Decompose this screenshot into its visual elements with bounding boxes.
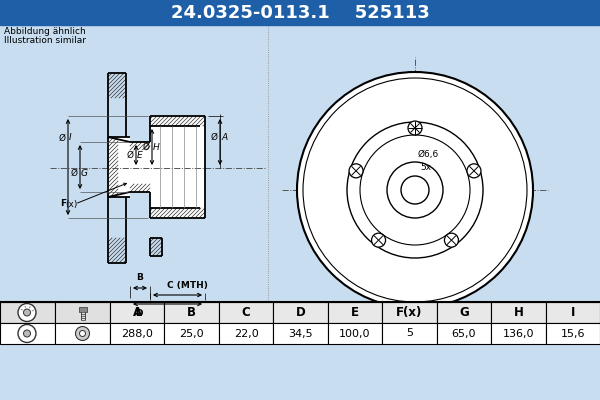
Text: 65,0: 65,0 — [452, 328, 476, 338]
Text: G: G — [459, 306, 469, 319]
Circle shape — [445, 233, 458, 247]
Circle shape — [76, 326, 89, 340]
Circle shape — [349, 164, 363, 178]
Text: 288,0: 288,0 — [121, 328, 153, 338]
Text: Abbildung ähnlich: Abbildung ähnlich — [4, 27, 86, 36]
Text: Ø: Ø — [127, 150, 134, 160]
Text: Ø: Ø — [211, 132, 218, 142]
Bar — [491, 323, 545, 344]
Bar — [79, 306, 86, 312]
Bar — [491, 302, 545, 323]
Circle shape — [467, 164, 481, 178]
Bar — [382, 323, 437, 344]
Bar — [382, 302, 437, 323]
Circle shape — [23, 309, 31, 316]
Circle shape — [401, 176, 429, 204]
Text: Ø: Ø — [59, 134, 66, 142]
Bar — [108, 137, 130, 197]
Circle shape — [18, 304, 36, 322]
Text: 34,5: 34,5 — [288, 328, 313, 338]
Text: Illustration similar: Illustration similar — [4, 36, 86, 45]
Bar — [164, 323, 219, 344]
Text: C: C — [242, 306, 250, 319]
Text: B: B — [187, 306, 196, 319]
Bar — [110, 302, 164, 323]
Bar — [274, 323, 328, 344]
Bar — [437, 302, 491, 323]
Bar — [274, 302, 328, 323]
Bar — [0, 323, 55, 344]
Circle shape — [408, 121, 422, 135]
Text: 25,0: 25,0 — [179, 328, 204, 338]
Circle shape — [371, 233, 386, 247]
Bar — [328, 302, 382, 323]
Bar — [164, 302, 219, 323]
Text: E: E — [351, 306, 359, 319]
Bar — [219, 302, 274, 323]
Text: 136,0: 136,0 — [503, 328, 534, 338]
Circle shape — [23, 330, 31, 337]
Text: H: H — [514, 306, 523, 319]
Text: 24.0325-0113.1    525113: 24.0325-0113.1 525113 — [170, 4, 430, 22]
Text: 5x: 5x — [420, 164, 431, 172]
Text: D: D — [296, 306, 305, 319]
Bar — [110, 323, 164, 344]
Bar — [55, 302, 110, 323]
Polygon shape — [150, 116, 205, 218]
Text: F: F — [60, 200, 66, 208]
Text: I: I — [69, 134, 71, 142]
Circle shape — [79, 330, 86, 336]
Bar — [0, 0, 600, 25]
Text: F(x): F(x) — [396, 306, 422, 319]
Text: A: A — [221, 132, 227, 142]
Text: 15,6: 15,6 — [560, 328, 585, 338]
Text: 22,0: 22,0 — [234, 328, 259, 338]
Text: Ø: Ø — [143, 142, 150, 152]
Bar — [545, 323, 600, 344]
Text: B: B — [137, 273, 143, 282]
Bar — [0, 302, 55, 323]
Text: D: D — [135, 309, 143, 318]
Bar — [55, 323, 110, 344]
Text: 100,0: 100,0 — [339, 328, 371, 338]
Text: G: G — [81, 168, 88, 178]
Bar — [545, 302, 600, 323]
Text: 5: 5 — [406, 328, 413, 338]
Text: E: E — [137, 150, 143, 160]
Bar — [130, 142, 150, 192]
Circle shape — [387, 162, 443, 218]
Bar — [437, 323, 491, 344]
Text: H: H — [153, 142, 160, 152]
Text: A: A — [133, 306, 142, 319]
Text: Ø6,6: Ø6,6 — [418, 150, 439, 160]
Circle shape — [297, 72, 533, 308]
Text: (x): (x) — [65, 200, 77, 208]
Text: Ø: Ø — [71, 168, 78, 178]
Bar — [219, 323, 274, 344]
Text: I: I — [571, 306, 575, 319]
Text: C (MTH): C (MTH) — [167, 281, 208, 290]
Bar — [328, 323, 382, 344]
Circle shape — [18, 324, 36, 342]
